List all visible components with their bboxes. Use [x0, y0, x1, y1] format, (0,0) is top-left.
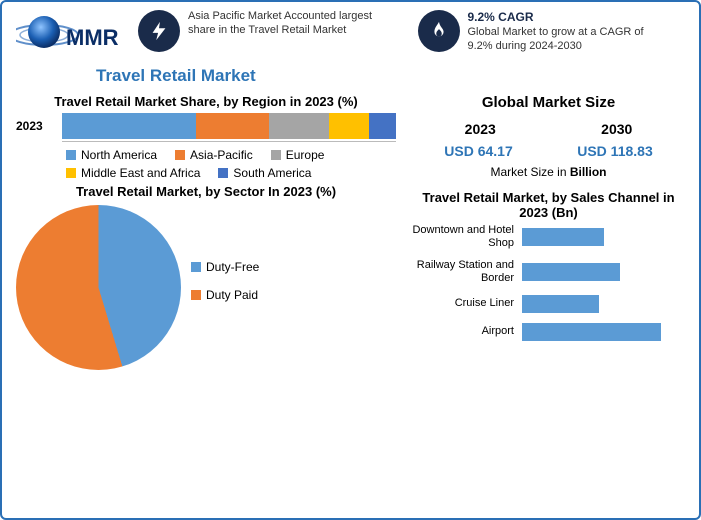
legend-label: Europe: [286, 148, 325, 162]
legend-swatch: [66, 168, 76, 178]
legend-label: Middle East and Africa: [81, 166, 200, 180]
stacked-category: 2023: [16, 119, 56, 133]
legend-swatch: [271, 150, 281, 160]
legend-swatch: [191, 262, 201, 272]
hbar-row: Railway Station and Border: [412, 259, 685, 284]
stacked-segment: [62, 113, 196, 139]
legend-label: Duty Paid: [206, 288, 258, 302]
legend-label: Duty-Free: [206, 260, 259, 274]
legend-item: North America: [66, 148, 157, 162]
hbar-label: Cruise Liner: [412, 297, 522, 310]
global-market-size: Global Market Size 2023 2030 USD 64.17 U…: [412, 94, 685, 180]
hbar-track: [522, 323, 685, 341]
hbar-fill: [522, 323, 661, 341]
legend-item: Duty Paid: [191, 288, 259, 302]
gms-subtitle: Market Size in Billion: [412, 165, 685, 179]
hbar-label: Downtown and Hotel Shop: [412, 224, 522, 249]
flame-icon: [418, 10, 460, 52]
hbar-row: Airport: [412, 323, 685, 341]
gms-year-0: 2023: [465, 121, 496, 137]
legend-label: Asia-Pacific: [190, 148, 253, 162]
pie-title: Travel Retail Market, by Sector In 2023 …: [16, 184, 396, 199]
main-title: Travel Retail Market: [96, 66, 685, 86]
legend-label: North America: [81, 148, 157, 162]
hbar-label: Airport: [412, 325, 522, 338]
legend-swatch: [175, 150, 185, 160]
legend-item: Europe: [271, 148, 325, 162]
gms-year-1: 2030: [601, 121, 632, 137]
charts-grid: Travel Retail Market Share, by Region in…: [16, 94, 685, 370]
stacked-segment: [269, 113, 329, 139]
mmr-logo: MMR: [16, 10, 126, 60]
hbar-title: Travel Retail Market, by Sales Channel i…: [412, 190, 685, 220]
region-share-chart: Travel Retail Market Share, by Region in…: [16, 94, 396, 180]
insight-cagr: 9.2% CAGR Global Market to grow at a CAG…: [418, 10, 686, 54]
hbar-track: [522, 228, 685, 246]
legend-swatch: [218, 168, 228, 178]
legend-swatch: [66, 150, 76, 160]
stacked-segment: [196, 113, 269, 139]
legend-item: Asia-Pacific: [175, 148, 253, 162]
hbar-fill: [522, 228, 604, 246]
insight2-text: Global Market to grow at a CAGR of 9.2% …: [468, 26, 668, 54]
logo-text: MMR: [66, 25, 119, 50]
header-row: MMR Asia Pacific Market Accounted larges…: [16, 10, 685, 60]
gms-value-1: USD 118.83: [577, 143, 653, 159]
stacked-segment: [369, 113, 396, 139]
stacked-segment: [329, 113, 369, 139]
legend-item: Middle East and Africa: [66, 166, 200, 180]
hbar-track: [522, 263, 685, 281]
legend-label: South America: [233, 166, 311, 180]
sector-pie-chart: Travel Retail Market, by Sector In 2023 …: [16, 184, 396, 370]
hbar-fill: [522, 295, 599, 313]
pie-legend: Duty-Free Duty Paid: [191, 260, 259, 316]
hbar-rows: Downtown and Hotel Shop Railway Station a…: [412, 224, 685, 341]
sales-channel-chart: Travel Retail Market, by Sales Channel i…: [412, 190, 685, 370]
hbar-label: Railway Station and Border: [412, 259, 522, 284]
gms-title: Global Market Size: [412, 94, 685, 111]
hbar-fill: [522, 263, 620, 281]
legend-item: Duty-Free: [191, 260, 259, 274]
insight2-title: 9.2% CAGR: [468, 10, 668, 24]
insight-asia-pacific: Asia Pacific Market Accounted largest sh…: [138, 10, 406, 52]
legend-swatch: [191, 290, 201, 300]
insight1-text: Asia Pacific Market Accounted largest sh…: [188, 10, 388, 38]
stacked-bar: [62, 113, 396, 139]
pie-circle: [16, 205, 181, 370]
hbar-row: Downtown and Hotel Shop: [412, 224, 685, 249]
bolt-icon: [138, 10, 180, 52]
gms-value-0: USD 64.17: [444, 143, 512, 159]
stacked-title: Travel Retail Market Share, by Region in…: [16, 94, 396, 109]
hbar-track: [522, 295, 685, 313]
legend-item: South America: [218, 166, 311, 180]
hbar-row: Cruise Liner: [412, 295, 685, 313]
stacked-legend: North America Asia-Pacific Europe Middle Ea…: [66, 148, 396, 180]
